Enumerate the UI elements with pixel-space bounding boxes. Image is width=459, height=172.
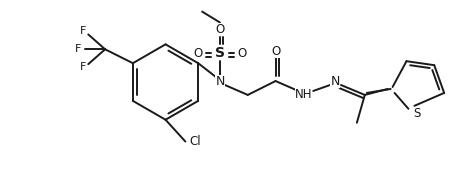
Text: NH: NH [294, 88, 311, 101]
Text: F: F [80, 26, 86, 36]
Text: S: S [413, 107, 420, 120]
Text: N: N [215, 74, 224, 88]
Text: Cl: Cl [189, 136, 201, 148]
Text: O: O [270, 45, 280, 58]
Text: O: O [237, 47, 246, 60]
Text: N: N [330, 74, 339, 88]
Text: O: O [215, 23, 224, 36]
Text: S: S [214, 46, 224, 60]
Text: F: F [75, 44, 81, 54]
Text: F: F [80, 62, 86, 72]
Text: O: O [193, 47, 202, 60]
